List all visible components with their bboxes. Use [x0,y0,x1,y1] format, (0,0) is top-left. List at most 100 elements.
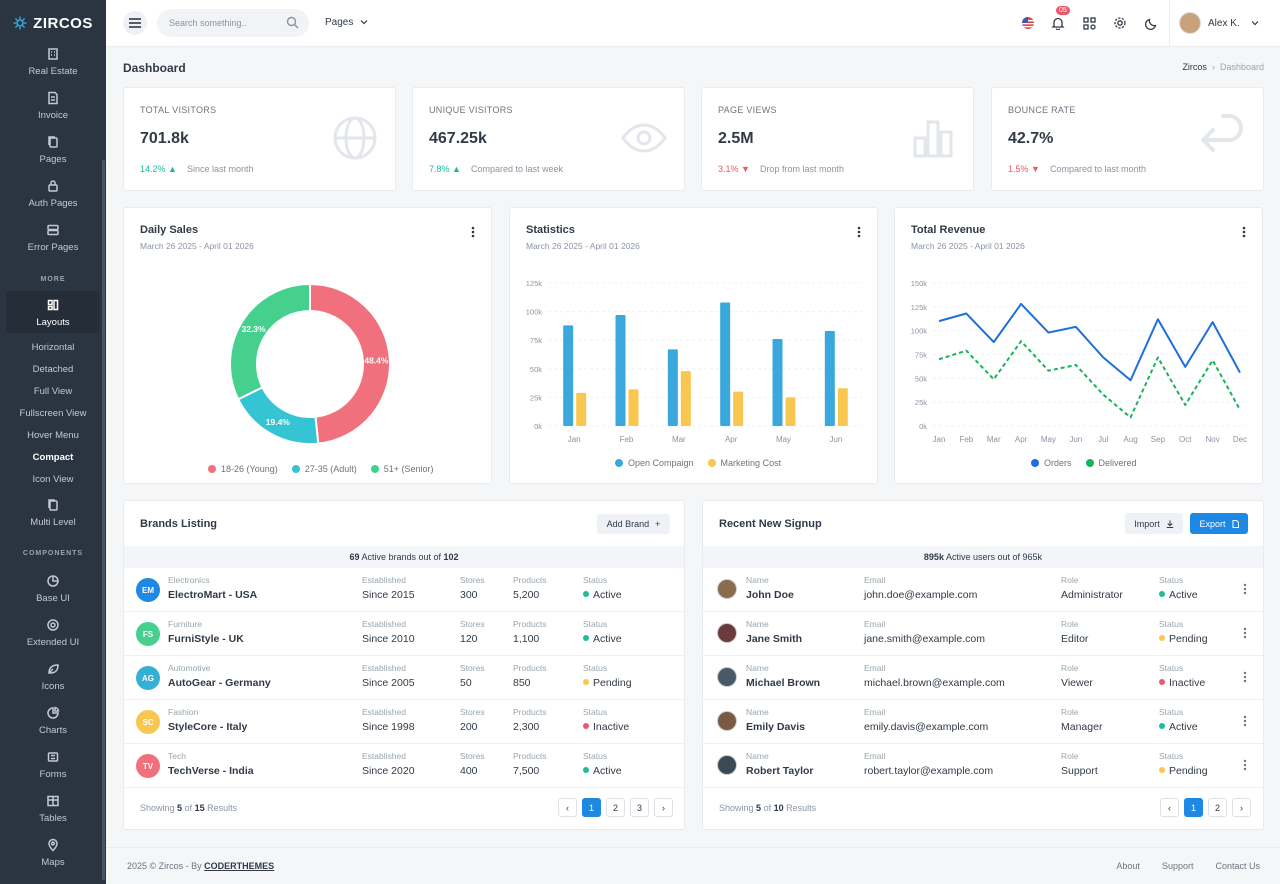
author-link[interactable]: CODERTHEMES [204,861,275,871]
export-button[interactable]: Export [1190,513,1248,534]
donut-slice[interactable] [236,386,320,445]
prev-page-button[interactable]: ‹ [1160,798,1179,817]
sidebar-item-maps[interactable]: Maps [0,838,106,868]
bar-marketing-cost[interactable] [576,392,587,426]
sidebar-sub-full-view[interactable]: Full View [33,386,73,397]
kebab-menu-icon[interactable] [1242,226,1246,238]
legend-item[interactable]: Marketing Cost [707,458,781,468]
sidebar-sub-detached[interactable]: Detached [32,364,74,375]
kebab-menu-icon[interactable] [1243,715,1247,727]
pages-dropdown[interactable]: Pages [325,17,368,28]
sidebar-item-real-estate[interactable]: Real Estate [0,47,106,77]
table-row[interactable]: Name Jane Smith Email jane.smith@example.co… [703,612,1263,656]
add-brand-button[interactable]: Add Brand + [597,514,670,534]
table-row[interactable]: SC Fashion StyleCore - Italy Established Sin… [124,700,684,744]
legend-item[interactable]: 51+ (Senior) [370,464,434,474]
kebab-menu-icon[interactable] [1243,627,1247,639]
brand-name[interactable]: FurniStyle - UK [168,633,244,645]
bar-marketing-cost[interactable] [837,388,848,426]
menu-toggle-button[interactable] [123,11,147,35]
kebab-menu-icon[interactable] [1243,583,1247,595]
sidebar-item-extended-ui[interactable]: Extended UI [0,618,106,648]
user-name[interactable]: Michael Brown [746,677,821,689]
kebab-menu-icon[interactable] [471,226,475,238]
page-button[interactable]: 3 [630,798,649,817]
sidebar-sub-hover-menu[interactable]: Hover Menu [27,430,79,441]
bar-open-compaign[interactable] [667,349,678,426]
user-name[interactable]: Jane Smith [746,633,803,645]
notifications-button[interactable] [1050,15,1066,31]
table-row[interactable]: EM Electronics ElectroMart - USA Establishe… [124,568,684,612]
page-button[interactable]: 1 [1184,798,1203,817]
sidebar-sub-horizontal[interactable]: Horizontal [31,342,75,353]
search-input[interactable]: Search something.. [157,9,309,37]
sidebar-item-icons[interactable]: Icons [0,662,106,692]
apps-button[interactable] [1081,15,1097,31]
sidebar-scrollbar[interactable] [102,160,105,880]
brand-name[interactable]: StyleCore - Italy [168,721,248,733]
bar-open-compaign[interactable] [563,325,574,426]
sidebar-item-charts[interactable]: Charts [0,706,106,736]
sidebar-sub-compact[interactable]: Compact [32,452,74,463]
bar-open-compaign[interactable] [720,302,731,426]
page-button[interactable]: 2 [606,798,625,817]
bar-marketing-cost[interactable] [628,389,639,426]
language-flag-button[interactable] [1020,15,1036,31]
user-name[interactable]: Emily Davis [746,721,805,733]
bar-marketing-cost[interactable] [680,371,691,426]
bar-open-compaign[interactable] [615,315,626,426]
sidebar-item-tables[interactable]: Tables [0,794,106,824]
prev-page-button[interactable]: ‹ [558,798,577,817]
legend-item[interactable]: Orders [1031,458,1072,468]
donut-slice[interactable] [229,282,311,401]
table-row[interactable]: FS Furniture FurniStyle - UK Established Sin… [124,612,684,656]
sidebar-item-auth-pages[interactable]: Auth Pages [0,179,106,209]
donut-slice[interactable] [309,282,391,445]
user-name[interactable]: Robert Taylor [746,765,814,777]
bar-open-compaign[interactable] [772,339,783,426]
sidebar-item-pages[interactable]: Pages [0,135,106,165]
sidebar-item-error-pages[interactable]: Error Pages [0,223,106,253]
footer-link-support[interactable]: Support [1161,861,1194,871]
brand-name[interactable]: TechVerse - India [168,765,254,777]
settings-button[interactable] [1112,15,1128,31]
brand-name[interactable]: AutoGear - Germany [168,677,271,689]
table-row[interactable]: Name Michael Brown Email michael.brown@exam… [703,656,1263,700]
sidebar-item-invoice[interactable]: Invoice [0,91,106,121]
next-page-button[interactable]: › [654,798,673,817]
user-menu[interactable]: Alex K. [1179,12,1259,34]
page-button[interactable]: 2 [1208,798,1227,817]
import-button[interactable]: Import [1125,513,1183,534]
kebab-menu-icon[interactable] [857,226,861,238]
line-series-delivered[interactable] [938,340,1241,419]
brand-name[interactable]: ElectroMart - USA [168,589,258,601]
legend-item[interactable]: 18-26 (Young) [208,464,278,474]
kebab-menu-icon[interactable] [1243,671,1247,683]
page-button[interactable]: 1 [582,798,601,817]
legend-item[interactable]: 27-35 (Adult) [291,464,357,474]
brand-logo[interactable]: ZIRCOS [0,0,106,46]
table-row[interactable]: Name John Doe Email john.doe@example.com Rol… [703,568,1263,612]
user-name[interactable]: John Doe [746,589,794,601]
sidebar-sub-icon-view[interactable]: Icon View [32,474,74,485]
table-row[interactable]: Name Emily Davis Email emily.davis@example.… [703,700,1263,744]
bar-marketing-cost[interactable] [733,391,744,426]
footer-link-contact[interactable]: Contact Us [1215,861,1260,871]
legend-item[interactable]: Open Compaign [615,458,694,468]
line-series-orders[interactable] [938,302,1241,382]
table-row[interactable]: TV Tech TechVerse - India Established Since … [124,744,684,788]
theme-toggle-button[interactable] [1143,15,1159,31]
table-row[interactable]: Name Robert Taylor Email robert.taylor@exam… [703,744,1263,788]
sidebar-item-base-ui[interactable]: Base UI [0,574,106,604]
legend-item[interactable]: Delivered [1085,458,1137,468]
sidebar-sub-fullscreen-view[interactable]: Fullscreen View [19,408,87,419]
bar-marketing-cost[interactable] [785,397,796,426]
footer-link-about[interactable]: About [1116,861,1140,871]
next-page-button[interactable]: › [1232,798,1251,817]
table-row[interactable]: AG Automotive AutoGear - Germany Establishe… [124,656,684,700]
sidebar-item-forms[interactable]: Forms [0,750,106,780]
breadcrumb-root[interactable]: Zircos [1182,62,1207,72]
search-icon[interactable] [286,16,299,29]
kebab-menu-icon[interactable] [1243,759,1247,771]
bar-open-compaign[interactable] [824,331,835,426]
